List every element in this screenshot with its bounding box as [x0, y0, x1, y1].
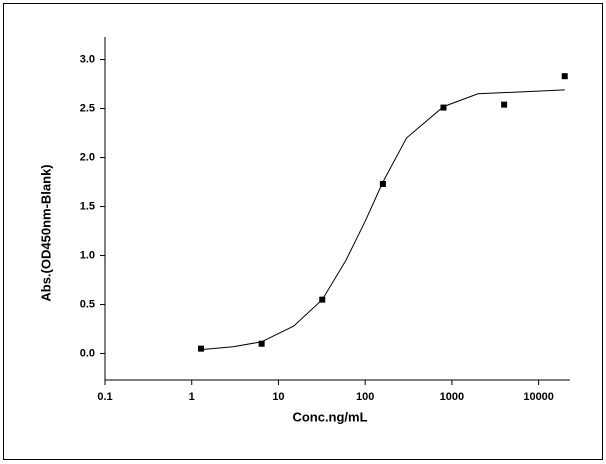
x-axis-label: Conc.ng/mL: [292, 409, 367, 424]
x-tick-label: 1: [189, 391, 195, 403]
fit-curve: [200, 89, 565, 351]
y-tick-label: 0.0: [80, 347, 95, 359]
y-tick-label: 2.0: [80, 151, 95, 163]
data-point: [379, 181, 386, 187]
frame: [3, 3, 603, 460]
y-tick-label: 3.0: [80, 53, 95, 65]
data-point: [198, 345, 205, 352]
y-tick-label: 0.5: [80, 298, 95, 310]
x-tick-label: 10000: [523, 391, 554, 403]
data-point: [319, 296, 326, 303]
y-tick-label: 1.5: [80, 200, 95, 212]
y-axis-label: Abs.(OD450nm-Blank): [38, 164, 53, 301]
x-tick-label: 100: [356, 391, 374, 403]
x-tick-label: 1000: [440, 391, 464, 403]
y-tick-label: 2.5: [80, 102, 95, 114]
data-point: [501, 101, 508, 108]
y-tick-label: 1.0: [80, 249, 95, 261]
data-point: [561, 73, 568, 80]
data-point: [440, 104, 447, 111]
x-tick-label: 10: [272, 391, 284, 403]
data-point: [258, 340, 265, 347]
x-tick-label: 0.1: [97, 391, 112, 403]
